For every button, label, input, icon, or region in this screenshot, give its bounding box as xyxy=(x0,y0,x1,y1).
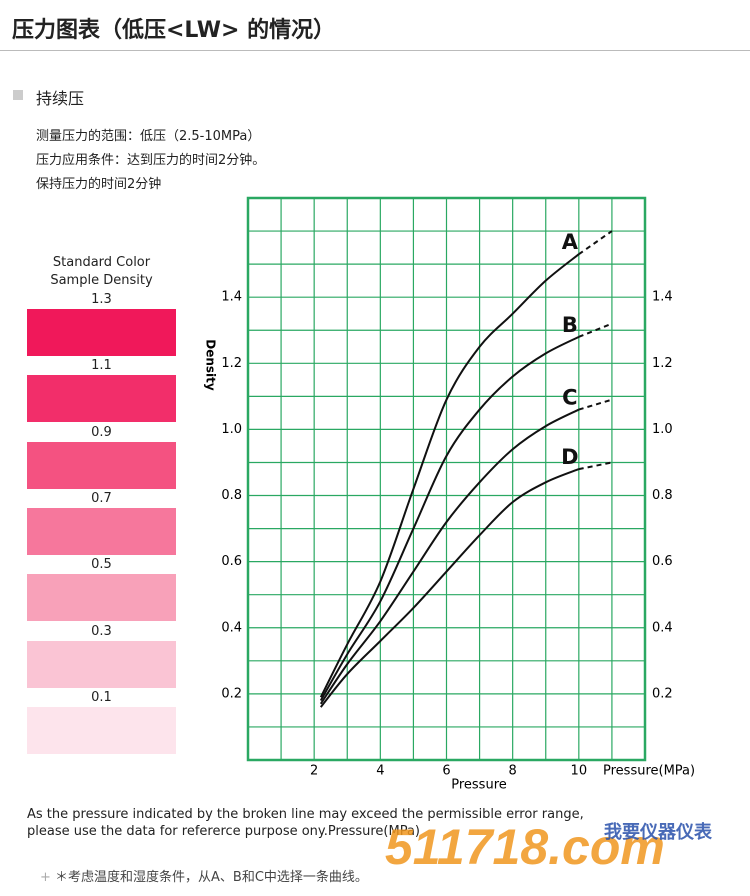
series-line xyxy=(319,408,580,705)
y-tick-label: 0.8 xyxy=(221,488,242,503)
y-tick-label: 1.4 xyxy=(221,290,242,305)
scale-title-line: Standard Color xyxy=(52,255,151,270)
section-text: 测量压力的范围：低压（2.5-10MPa） 压力应用条件：达到压力的时间2分钟。… xyxy=(36,125,265,197)
watermark-text: 我要仪器仪表 xyxy=(604,822,712,843)
footnote-icon: + xyxy=(40,870,56,885)
swatch xyxy=(27,309,176,356)
swatch-label: 0.7 xyxy=(91,490,112,506)
swatch xyxy=(27,640,176,688)
x-tick-label: 4 xyxy=(376,764,384,779)
y-tick-label: 1.0 xyxy=(221,422,242,437)
notes: As the pressure indicated by the broken … xyxy=(27,806,584,840)
x-tick-label: 2 xyxy=(310,764,318,779)
y-tick-label: 0.4 xyxy=(221,620,242,635)
y-tick-label: 1.2 xyxy=(221,356,242,371)
swatch xyxy=(27,507,176,555)
y2-tick-label: 0.2 xyxy=(652,686,673,701)
x-tick-label: 8 xyxy=(509,764,517,779)
divider xyxy=(0,50,750,51)
series-label: C xyxy=(562,386,577,410)
bullet xyxy=(13,90,23,100)
swatch-label: 0.1 xyxy=(91,689,112,705)
series-line-dashed xyxy=(578,230,613,256)
series-line-dashed xyxy=(578,322,613,338)
watermark-number: 511718.com xyxy=(385,819,665,875)
swatch-label: 0.9 xyxy=(91,424,112,440)
series-line-dashed xyxy=(578,461,613,471)
x-axis-label: Pressure xyxy=(451,778,507,793)
swatch-label: 0.5 xyxy=(91,557,112,573)
x-unit-label: Pressure(MPa) xyxy=(603,764,695,779)
note-line: As the pressure indicated by the broken … xyxy=(27,807,584,822)
plot-border xyxy=(246,196,647,762)
y2-tick-label: 1.2 xyxy=(652,356,673,371)
y-tick-label: 0.2 xyxy=(221,686,242,701)
y2-tick-label: 1.4 xyxy=(652,290,673,305)
swatch-label: 0.3 xyxy=(91,623,112,639)
y2-tick-label: 0.6 xyxy=(652,554,673,569)
swatch-label: 1.3 xyxy=(91,292,112,307)
swatch xyxy=(27,375,176,423)
y2-tick-label: 0.4 xyxy=(652,620,673,635)
y-axis-label: Density xyxy=(204,339,218,391)
text-line: 压力应用条件：达到压力的时间2分钟。 xyxy=(36,153,266,168)
swatch xyxy=(27,574,176,622)
series-line xyxy=(319,335,580,701)
series-label: D xyxy=(561,445,578,469)
swatch-label: 1.1 xyxy=(91,358,112,374)
text-line: 测量压力的范围：低压（2.5-10MPa） xyxy=(36,129,261,144)
footnote-text: ＊考虑温度和湿度条件，从A、B和C中选择一条曲线。 xyxy=(55,870,368,885)
series-label: A xyxy=(562,230,579,254)
section-title: 持续压 xyxy=(36,89,85,108)
swatch xyxy=(27,706,176,754)
page-title: 压力图表（低压<LW> 的情况） xyxy=(12,18,336,43)
series-line xyxy=(320,468,580,708)
scale-title: Standard Color Sample Density xyxy=(20,254,183,290)
footnote: + ＊考虑温度和湿度条件，从A、B和C中选择一条曲线。 xyxy=(40,866,368,885)
y2-tick-label: 0.8 xyxy=(652,488,673,503)
swatch xyxy=(27,441,176,489)
scale-title-line: Sample Density xyxy=(50,273,153,288)
y2-tick-label: 1.0 xyxy=(652,422,673,437)
series-line xyxy=(319,253,580,698)
text-line: 保持压力的时间2分钟 xyxy=(36,177,162,192)
y-tick-label: 0.6 xyxy=(221,554,242,569)
x-tick-label: 10 xyxy=(571,764,588,779)
note-line: please use the data for refererce purpos… xyxy=(27,824,420,839)
series-label: B xyxy=(562,313,578,337)
x-tick-label: 6 xyxy=(442,764,450,779)
series-line-dashed xyxy=(578,398,613,411)
